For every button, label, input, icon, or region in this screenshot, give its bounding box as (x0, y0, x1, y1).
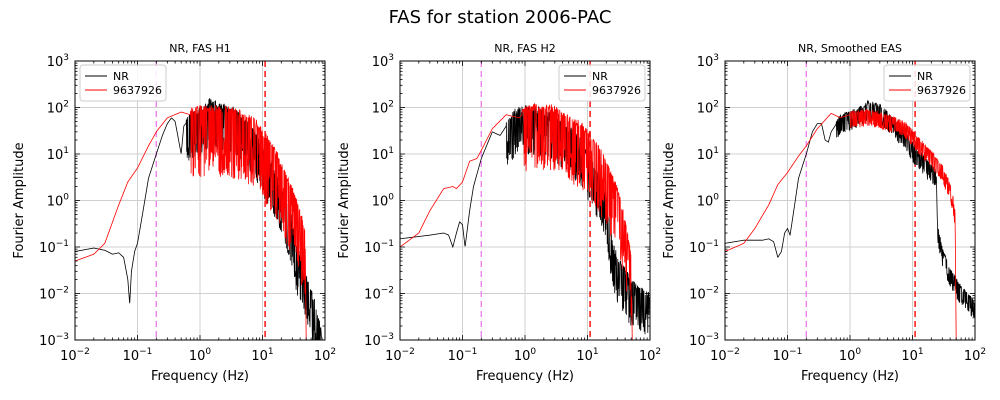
x-tick-label: 101 (251, 347, 273, 364)
y-tick-label: 100 (47, 193, 70, 210)
x-tick-label: 101 (901, 347, 923, 364)
x-tick-label: 10−1 (123, 347, 153, 364)
x-tick-label: 102 (314, 347, 336, 364)
x-tick-label: 10−2 (710, 347, 740, 364)
legend-label: 9637926 (113, 84, 162, 97)
x-tick-label: 10−2 (385, 347, 415, 364)
y-tick-label: 103 (697, 53, 719, 70)
y-tick-label: 10−3 (689, 332, 719, 349)
x-tick-label: 10−1 (773, 347, 803, 364)
y-axis-label: Fourier Amplitude (662, 142, 677, 258)
series-line-record (725, 109, 957, 340)
y-tick-label: 101 (47, 146, 69, 163)
x-tick-label: 101 (576, 347, 598, 364)
x-axis-label: Frequency (Hz) (476, 369, 574, 384)
legend-box (558, 64, 646, 102)
y-tick-label: 10−2 (364, 286, 394, 303)
y-tick-label: 101 (697, 146, 719, 163)
y-axis-label: Fourier Amplitude (337, 142, 352, 258)
y-tick-label: 10−3 (39, 332, 69, 349)
y-tick-label: 10−2 (39, 286, 69, 303)
x-tick-label: 102 (964, 347, 986, 364)
x-tick-label: 100 (839, 347, 862, 364)
y-tick-label: 102 (372, 100, 394, 117)
y-tick-label: 100 (372, 193, 395, 210)
x-tick-label: 102 (639, 347, 661, 364)
y-tick-label: 10−1 (364, 239, 394, 256)
y-tick-label: 101 (372, 146, 394, 163)
panel-title: NR, Smoothed EAS (798, 42, 902, 55)
y-tick-label: 10−1 (39, 239, 69, 256)
y-tick-label: 102 (697, 100, 719, 117)
y-tick-label: 100 (697, 193, 720, 210)
y-tick-label: 10−2 (689, 286, 719, 303)
series-line-nr (725, 99, 975, 318)
series-line-record (400, 102, 633, 340)
y-tick-label: 10−3 (364, 332, 394, 349)
figure-title: FAS for station 2006-PAC (389, 7, 612, 28)
legend-label: NR (113, 70, 129, 83)
x-tick-label: 10−2 (60, 347, 90, 364)
legend-label: NR (592, 70, 608, 83)
x-tick-label: 10−1 (448, 347, 478, 364)
panel-title: NR, FAS H2 (494, 42, 555, 55)
x-axis-label: Frequency (Hz) (801, 369, 899, 384)
y-axis-label: Fourier Amplitude (12, 142, 27, 258)
y-tick-label: 102 (47, 100, 69, 117)
legend-box (883, 64, 971, 102)
panel-title: NR, FAS H1 (169, 42, 230, 55)
series-line-record (75, 105, 307, 340)
y-tick-label: 10−1 (689, 239, 719, 256)
y-tick-label: 103 (47, 53, 69, 70)
x-tick-label: 100 (189, 347, 212, 364)
legend-label: 9637926 (592, 84, 641, 97)
y-tick-label: 103 (372, 53, 394, 70)
legend-box (79, 64, 167, 102)
x-axis-label: Frequency (Hz) (151, 369, 249, 384)
legend-label: 9637926 (917, 84, 966, 97)
legend-label: NR (917, 70, 933, 83)
x-tick-label: 100 (514, 347, 537, 364)
